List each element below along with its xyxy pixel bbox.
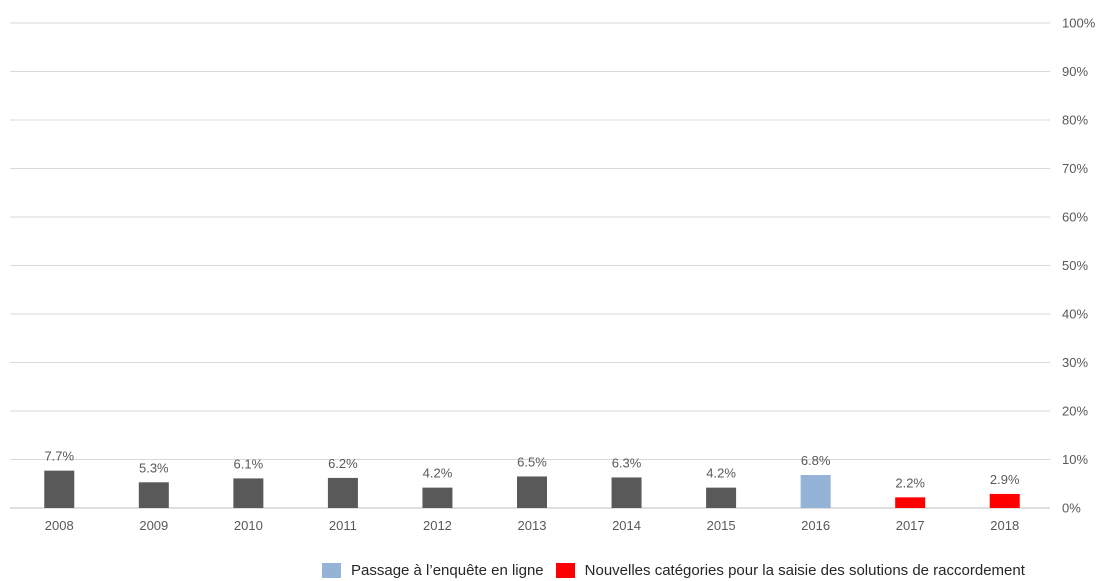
data-label-2013: 6.5% [517,454,547,469]
bar-2017 [895,497,926,508]
bar-2009 [138,482,169,508]
bar-2008 [44,470,75,508]
x-tick-label-2011: 2011 [329,518,357,533]
data-label-2014: 6.3% [612,455,642,470]
y-tick-label-60: 60% [1062,210,1088,225]
data-label-2018: 2.9% [990,472,1020,487]
bar-chart: 0% 10% 20% 30% 40% 50% 60% 70% 80% 90% 100% 7.7% 5.… [10,16,1096,533]
x-tick-label-2017: 2017 [896,518,925,533]
bars [44,470,1020,508]
data-label-2016: 6.8% [801,453,831,468]
legend-swatch-online-survey [322,562,341,578]
data-label-2012: 4.2% [423,466,453,481]
data-label-2008: 7.7% [44,449,74,464]
y-tick-label-70: 70% [1062,161,1088,176]
legend-swatch-new-categories [555,562,575,578]
y-axis-ticks: 0% 10% 20% 30% 40% 50% 60% 70% 80% 90% 100% [1062,16,1096,516]
bar-2015 [706,487,737,508]
gridlines [10,22,1050,509]
data-label-2010: 6.1% [234,456,264,471]
y-tick-label-30: 30% [1062,355,1088,370]
legend-item-online-survey: Passage à l’enquête en ligne [322,562,544,579]
x-tick-label-2013: 2013 [518,518,547,533]
bar-2013 [517,476,547,508]
x-tick-label-2015: 2015 [707,518,736,533]
legend-label-online-survey: Passage à l’enquête en ligne [351,561,544,579]
bar-2012 [422,487,453,508]
bar-2018 [989,493,1020,508]
y-tick-label-0: 0% [1062,501,1081,516]
x-tick-label-2018: 2018 [990,518,1019,533]
x-tick-label-2016: 2016 [801,518,830,533]
legend-item-new-categories: Nouvelles catégories pour la saisie des … [555,561,1025,579]
bar-2010 [233,478,264,508]
data-label-2017: 2.2% [895,475,925,490]
y-tick-label-20: 20% [1062,404,1088,419]
x-axis-categories: 2008 2009 2010 2011 2012 2013 2014 2015 2016 2017… [45,518,1019,533]
legend: Passage à l’enquête en ligne Nouvelles c… [322,560,1037,580]
bar-2016 [800,475,831,508]
x-tick-label-2014: 2014 [612,518,641,533]
data-label-2011: 6.2% [328,456,358,471]
x-tick-label-2008: 2008 [45,518,74,533]
bar-2014 [611,477,642,508]
data-labels: 7.7% 5.3% 6.1% 6.2% 4.2% 6.5% 6.3% 4.2% 6.8% 2.2%… [44,449,1020,491]
y-tick-label-90: 90% [1062,64,1088,79]
data-label-2015: 4.2% [706,466,736,481]
bar-2011 [327,477,358,508]
y-tick-label-80: 80% [1062,113,1088,128]
y-tick-label-10: 10% [1062,452,1088,467]
x-tick-label-2010: 2010 [234,518,263,533]
x-tick-label-2009: 2009 [139,518,168,533]
x-tick-label-2012: 2012 [423,518,452,533]
legend-label-new-categories: Nouvelles catégories pour la saisie des … [584,561,1025,579]
y-tick-label-100: 100% [1062,16,1096,31]
data-label-2009: 5.3% [139,460,169,475]
y-tick-label-40: 40% [1062,307,1088,322]
y-tick-label-50: 50% [1062,258,1088,273]
